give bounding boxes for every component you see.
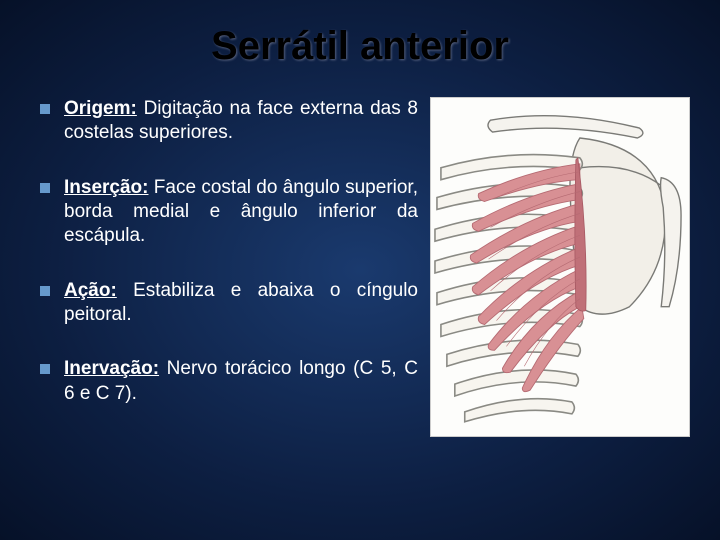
bullet-text: Inervação: Nervo torácico longo (C 5, C … <box>64 357 418 406</box>
bullet-icon <box>40 364 50 374</box>
bullet-label: Inserção: <box>64 177 148 198</box>
anatomy-svg <box>431 98 689 436</box>
bullet-list: Origem: Digitação na face externa das 8 … <box>40 97 418 437</box>
list-item: Inervação: Nervo torácico longo (C 5, C … <box>40 357 418 406</box>
list-item: Origem: Digitação na face externa das 8 … <box>40 97 418 146</box>
content-row: Origem: Digitação na face externa das 8 … <box>0 97 720 437</box>
anatomy-figure <box>430 97 690 437</box>
bullet-text: Origem: Digitação na face externa das 8 … <box>64 97 418 146</box>
bullet-icon <box>40 183 50 193</box>
bullet-label: Ação: <box>64 280 117 301</box>
bullet-icon <box>40 104 50 114</box>
bullet-text: Inserção: Face costal do ângulo superior… <box>64 176 418 249</box>
bullet-icon <box>40 286 50 296</box>
list-item: Ação: Estabiliza e abaixa o cíngulo peit… <box>40 279 418 328</box>
bullet-label: Inervação: <box>64 358 159 379</box>
bullet-body: Estabiliza e abaixa o cíngulo peitoral. <box>64 280 418 325</box>
list-item: Inserção: Face costal do ângulo superior… <box>40 176 418 249</box>
bullet-text: Ação: Estabiliza e abaixa o cíngulo peit… <box>64 279 418 328</box>
bullet-label: Origem: <box>64 98 137 119</box>
slide-title: Serrátil anterior <box>0 0 720 97</box>
